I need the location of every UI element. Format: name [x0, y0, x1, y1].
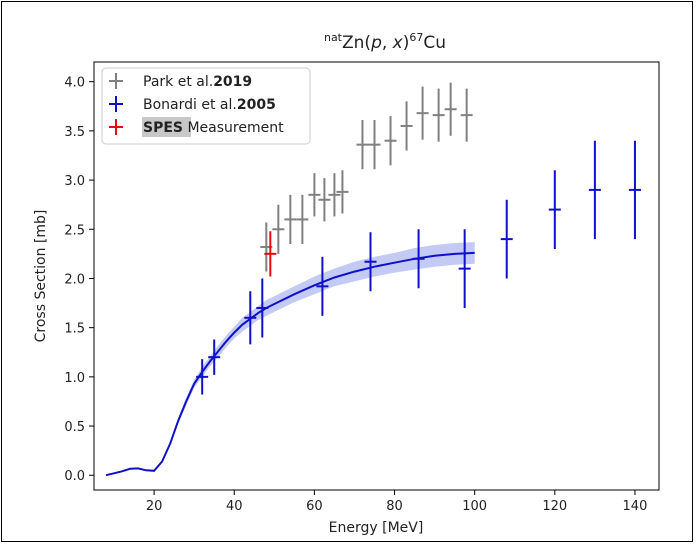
- fit-uncertainty-band: [106, 242, 475, 476]
- fit-band-layer: [106, 242, 475, 476]
- y-tick-label-2: 1.0: [64, 371, 85, 386]
- data-points-layer: [196, 82, 641, 395]
- series-0-point-9: [368, 120, 381, 170]
- series-1-point-0: [196, 359, 209, 395]
- title-sup-nat: nat: [324, 31, 343, 44]
- series-2: [264, 231, 277, 277]
- series-1: [196, 140, 641, 395]
- series-2-point-0: [264, 231, 277, 277]
- axes-layer: 20 40 60 80 100 120 140 0.0 0.5 1.0 1.5 2.0 2.5 3.0 3.…: [64, 76, 647, 514]
- legend-label-1: Bonardi et al.2005: [143, 97, 276, 113]
- title-cu: Cu: [423, 33, 446, 53]
- series-0-point-14: [444, 82, 457, 136]
- series-0-point-11: [400, 101, 413, 151]
- legend: Park et al.2019 Bonardi et al.2005 SPES Me…: [101, 67, 311, 145]
- series-0-point-3: [296, 194, 309, 245]
- series-1-point-6: [412, 229, 425, 289]
- series-0-point-13: [432, 88, 445, 142]
- chart-title: natZn(p, x)67Cu: [324, 31, 446, 53]
- series-1-point-1: [208, 339, 221, 375]
- series-1-point-2: [244, 291, 257, 345]
- title-x: x: [392, 33, 404, 53]
- y-tick-label-7: 3.5: [64, 125, 85, 140]
- series-0-point-15: [460, 88, 473, 142]
- y-tick-label-6: 3.0: [64, 174, 85, 189]
- x-tick-label-4: 100: [462, 499, 487, 514]
- y-tick-label-1: 0.5: [64, 420, 85, 435]
- series-0-point-7: [336, 170, 349, 214]
- legend-label-0: Park et al.2019: [143, 74, 252, 90]
- x-tick-label-3: 80: [386, 499, 403, 514]
- x-axis-label: Energy [MeV]: [329, 520, 424, 536]
- series-1-point-5: [364, 232, 377, 292]
- series-0-point-4: [308, 173, 321, 217]
- series-0-point-2: [284, 194, 297, 245]
- series-0-point-8: [356, 120, 369, 170]
- series-0-point-6: [328, 173, 341, 217]
- x-tick-label-2: 60: [306, 499, 323, 514]
- title-sup-67: 67: [409, 31, 423, 44]
- x-tick-label-6: 140: [623, 499, 648, 514]
- x-tick-label-1: 40: [226, 499, 243, 514]
- y-tick-label-4: 2.0: [64, 272, 85, 287]
- y-tick-label-5: 2.5: [64, 223, 85, 238]
- series-0-point-10: [384, 116, 397, 166]
- series-1-point-3: [256, 278, 269, 338]
- series-0-point-1: [272, 204, 285, 254]
- plot-area: [93, 61, 660, 491]
- series-0-point-12: [416, 86, 429, 140]
- y-tick-label-8: 4.0: [64, 76, 85, 91]
- series-1-point-4: [316, 256, 329, 316]
- series-1-point-10: [588, 140, 601, 240]
- series-1-point-9: [548, 170, 561, 249]
- legend-highlight-2: [142, 117, 191, 137]
- y-tick-label-3: 1.5: [64, 322, 85, 337]
- x-tick-label-0: 20: [146, 499, 163, 514]
- series-1-point-11: [628, 140, 641, 240]
- series-1-point-7: [458, 229, 471, 308]
- y-axis-label: Cross Section [mb]: [33, 210, 49, 343]
- x-tick-label-5: 120: [542, 499, 567, 514]
- series-0-point-5: [318, 178, 331, 222]
- title-main: Zn(: [342, 33, 371, 53]
- series-1-point-8: [500, 199, 513, 279]
- legend-label-2: SPES Measurement: [143, 120, 284, 136]
- y-tick-label-0: 0.0: [64, 469, 85, 484]
- title-p: p: [370, 33, 382, 53]
